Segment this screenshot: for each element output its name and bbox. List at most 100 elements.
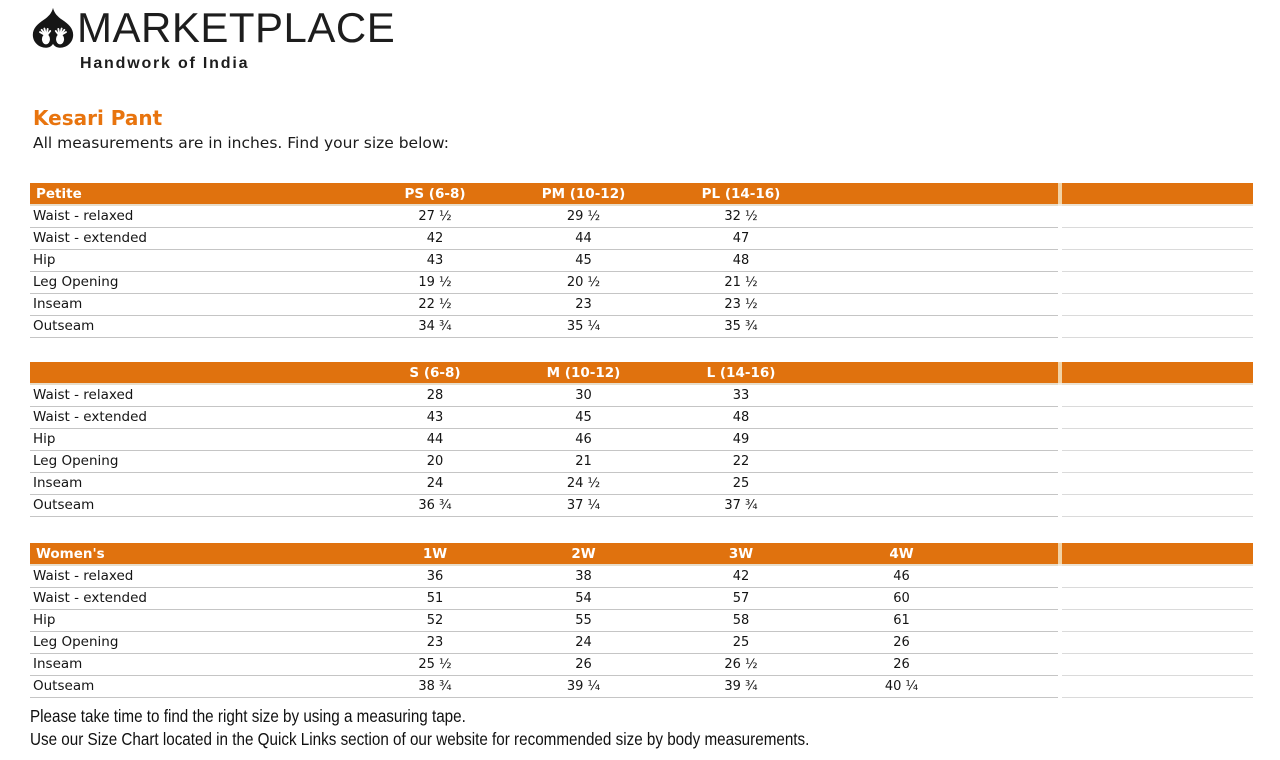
value-cell: 37 ¾: [657, 494, 825, 517]
filler-cell: [978, 293, 1058, 316]
value-cell: 26: [825, 631, 978, 654]
row-label-cell: Waist - extended: [30, 227, 360, 250]
row-label-cell: Waist - extended: [30, 406, 360, 429]
value-cell: 44: [510, 227, 657, 250]
filler-cell: [978, 631, 1058, 654]
size-col-header-empty: [825, 183, 978, 206]
table-header-row: Petite PS (6-8) PM (10-12) PL (14-16): [30, 183, 1253, 206]
row-label-cell: Leg Opening: [30, 271, 360, 294]
value-cell: 21: [510, 450, 657, 473]
right-cell: [1062, 249, 1253, 272]
value-cell: 34 ¾: [360, 315, 510, 338]
value-cell: 45: [510, 249, 657, 272]
table-row: Leg Opening 23 24 25 26: [30, 631, 1253, 654]
header-filler-cell: [978, 543, 1058, 566]
right-cell: [1062, 271, 1253, 294]
filler-cell: [978, 271, 1058, 294]
value-cell: 27 ½: [360, 205, 510, 228]
size-col-header: S (6-8): [360, 362, 510, 385]
column-gap: [1058, 543, 1062, 566]
table-row: Inseam 25 ½ 26 26 ½ 26: [30, 653, 1253, 676]
value-cell: 43: [360, 249, 510, 272]
size-col-header: 3W: [657, 543, 825, 566]
value-cell: 51: [360, 587, 510, 610]
table-title-cell: [30, 362, 360, 385]
header-right-cell: [1062, 543, 1253, 566]
filler-cell: [978, 609, 1058, 632]
table-row: Waist - relaxed 28 30 33: [30, 384, 1253, 407]
filler-cell: [978, 472, 1058, 495]
size-table-petite: Petite PS (6-8) PM (10-12) PL (14-16) Wa…: [30, 183, 1253, 338]
brand-name: MARKETPLACE: [77, 4, 396, 51]
table-row: Waist - relaxed 27 ½ 29 ½ 32 ½: [30, 205, 1253, 228]
value-cell: 23 ½: [657, 293, 825, 316]
value-cell: 24 ½: [510, 472, 657, 495]
row-label-cell: Hip: [30, 249, 360, 272]
size-col-header: 1W: [360, 543, 510, 566]
row-label-cell: Waist - relaxed: [30, 384, 360, 407]
value-cell: 60: [825, 587, 978, 610]
size-col-header: M (10-12): [510, 362, 657, 385]
value-cell: 49: [657, 428, 825, 451]
row-label-cell: Outseam: [30, 494, 360, 517]
value-cell: 58: [657, 609, 825, 632]
row-label-cell: Waist - relaxed: [30, 565, 360, 588]
filler-cell: [978, 565, 1058, 588]
value-cell: 46: [825, 565, 978, 588]
column-gap: [1058, 362, 1062, 385]
size-table-misses: S (6-8) M (10-12) L (14-16) Waist - rela…: [30, 362, 1253, 517]
value-cell: 39 ¼: [510, 675, 657, 698]
value-cell: 19 ½: [360, 271, 510, 294]
footer-line-2: Use our Size Chart located in the Quick …: [30, 729, 810, 749]
value-cell: 36 ¾: [360, 494, 510, 517]
value-cell: 36: [360, 565, 510, 588]
page-title: Kesari Pant: [33, 106, 163, 130]
table-title-cell: Women's: [30, 543, 360, 566]
value-cell: 57: [657, 587, 825, 610]
value-cell: 29 ½: [510, 205, 657, 228]
size-col-header: PL (14-16): [657, 183, 825, 206]
row-label-cell: Leg Opening: [30, 631, 360, 654]
size-col-header-empty: [825, 362, 978, 385]
right-cell: [1062, 587, 1253, 610]
filler-cell: [978, 315, 1058, 338]
value-cell: 45: [510, 406, 657, 429]
value-cell: 54: [510, 587, 657, 610]
table-row: Hip 52 55 58 61: [30, 609, 1253, 632]
value-cell: 24: [510, 631, 657, 654]
filler-cell: [978, 494, 1058, 517]
value-cell: 48: [657, 406, 825, 429]
filler-cell: [978, 384, 1058, 407]
size-col-header: 2W: [510, 543, 657, 566]
filler-cell: [978, 205, 1058, 228]
table-header-row: Women's 1W 2W 3W 4W: [30, 543, 1253, 566]
size-col-header: PS (6-8): [360, 183, 510, 206]
row-label-cell: Inseam: [30, 293, 360, 316]
value-cell: 52: [360, 609, 510, 632]
value-cell-empty: [825, 450, 978, 473]
table-title-cell: Petite: [30, 183, 360, 206]
value-cell: 47: [657, 227, 825, 250]
right-cell: [1062, 472, 1253, 495]
right-cell: [1062, 631, 1253, 654]
brand-tagline: Handwork of India: [80, 55, 250, 72]
right-cell: [1062, 675, 1253, 698]
value-cell: 30: [510, 384, 657, 407]
value-cell: 37 ¼: [510, 494, 657, 517]
header-filler-cell: [978, 362, 1058, 385]
value-cell: 23: [360, 631, 510, 654]
row-label-cell: Waist - relaxed: [30, 205, 360, 228]
value-cell: 22 ½: [360, 293, 510, 316]
right-cell: [1062, 205, 1253, 228]
right-cell: [1062, 609, 1253, 632]
value-cell: 28: [360, 384, 510, 407]
row-label-cell: Inseam: [30, 653, 360, 676]
value-cell-empty: [825, 227, 978, 250]
column-gap: [1058, 183, 1062, 206]
value-cell-empty: [825, 205, 978, 228]
value-cell: 20 ½: [510, 271, 657, 294]
value-cell: 43: [360, 406, 510, 429]
value-cell-empty: [825, 428, 978, 451]
size-col-header: 4W: [825, 543, 978, 566]
row-label-cell: Hip: [30, 428, 360, 451]
